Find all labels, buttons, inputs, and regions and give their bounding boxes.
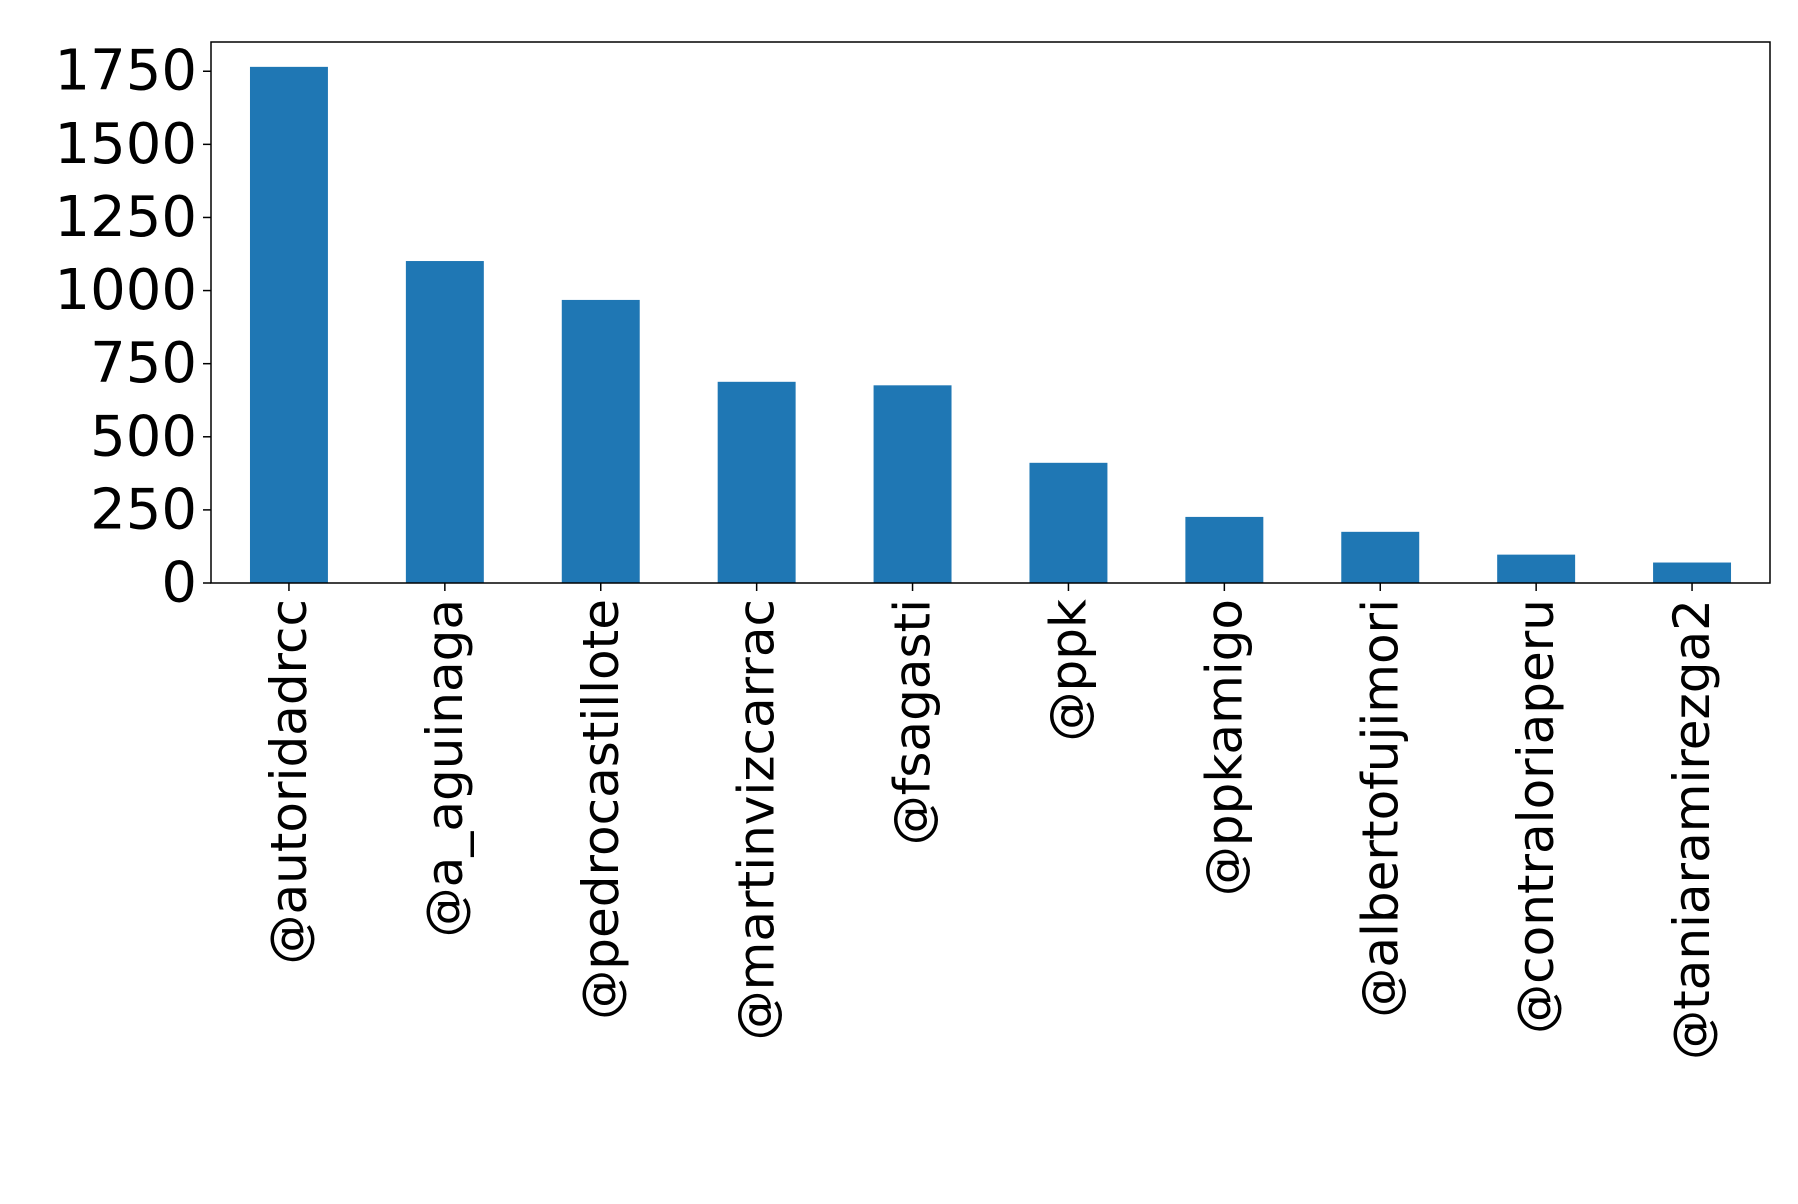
bar-contraloriaperu: [1497, 554, 1576, 583]
bar-autoridadrcc: [249, 66, 328, 584]
x-tick-label: @martinvizcarrac: [728, 599, 786, 1040]
y-axis: 0 250 500 750 1000 1250 1500 1750: [54, 39, 211, 616]
bar-aaguinaga: [405, 261, 484, 583]
x-tick-label: @albertofujimori: [1351, 599, 1409, 1018]
plot-frame: [210, 41, 1771, 584]
bar-ppk: [1029, 462, 1108, 583]
x-tick-label: @contraloriaperu: [1507, 599, 1565, 1034]
x-tick-label: @a_aguinaga: [416, 599, 474, 937]
y-tick-label: 750: [90, 331, 197, 396]
x-tick-label: @ppkamigo: [1195, 599, 1253, 896]
y-tick-label: 0: [161, 551, 197, 616]
y-tick-label: 500: [90, 404, 197, 469]
x-tick-label: @ppk: [1039, 599, 1097, 741]
bar-taniaramirezga2: [1653, 562, 1732, 583]
y-tick-label: 250: [90, 477, 197, 542]
x-axis: @autoridadrcc @a_aguinaga @pedrocastillote…: [260, 583, 1721, 1060]
bar-martinvizcarrac: [717, 381, 796, 583]
y-tick-label: 1000: [54, 258, 197, 323]
bar-fsagasti: [873, 385, 952, 583]
bars-group: [249, 66, 1732, 584]
x-tick-label: @autoridadrcc: [260, 599, 318, 965]
x-tick-label: @pedrocastillote: [572, 599, 630, 1020]
y-tick-label: 1250: [54, 185, 197, 250]
bar-ppkamigo: [1185, 516, 1264, 583]
bar-albertofujimori: [1341, 531, 1420, 583]
x-tick-label: @taniaramirezga2: [1663, 599, 1721, 1060]
y-tick-label: 1500: [54, 112, 197, 177]
y-tick-label: 1750: [54, 39, 197, 104]
bar-pedrocastillote: [561, 299, 640, 583]
x-tick-label: @fsagasti: [884, 599, 942, 845]
